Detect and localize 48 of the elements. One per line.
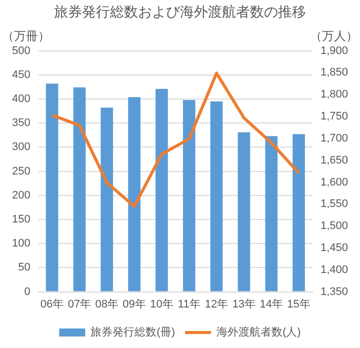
y2-tick-label: 1,450 — [320, 242, 348, 254]
x-tick-label: 11年 — [178, 298, 200, 310]
y2-tick-label: 1,500 — [320, 220, 348, 232]
x-tick-label: 07年 — [68, 298, 92, 310]
x-tick-label: 06年 — [40, 298, 64, 310]
y2-tick-label: 1,400 — [320, 264, 348, 276]
bar — [156, 88, 168, 292]
y2-tick-label: 1,550 — [320, 198, 348, 210]
y-tick-label: 50 — [18, 262, 30, 274]
y-tick-label: 350 — [12, 117, 30, 130]
chart-title: 旅券発行総数および海外渡航者数の推移 — [54, 3, 306, 20]
bar — [238, 132, 250, 292]
y-tick-label: 300 — [12, 141, 30, 154]
bar — [182, 100, 196, 292]
y-tick-label: 100 — [12, 238, 30, 250]
bar — [292, 134, 305, 292]
x-tick-label: 10年 — [150, 298, 174, 310]
legend-label: 旅券発行総数(冊) — [90, 326, 175, 339]
y2-axis-title: （万人） — [310, 29, 358, 44]
y-tick-label: 400 — [12, 93, 30, 106]
y2-tick-label: 1,750 — [320, 110, 348, 123]
x-tick-label: 15年 — [287, 298, 310, 310]
bar — [210, 101, 223, 292]
y2-tick-label: 1,850 — [320, 66, 348, 79]
y2-tick-label: 1,600 — [320, 176, 348, 188]
y-tick-label: 150 — [12, 214, 30, 226]
bar — [73, 87, 86, 292]
y2-tick-label: 1,700 — [320, 132, 348, 144]
x-tick-label: 08年 — [95, 298, 119, 310]
y2-tick-label: 1,650 — [320, 154, 348, 166]
y2-tick-label: 1,800 — [320, 88, 348, 101]
bar — [128, 97, 140, 292]
y-tick-label: 250 — [12, 165, 30, 178]
y-tick-label: 0 — [24, 286, 30, 298]
y2-tick-label: 1,350 — [320, 286, 348, 298]
x-tick-label: 09年 — [122, 298, 146, 310]
bar — [265, 136, 278, 292]
x-tick-label: 14年 — [260, 298, 283, 310]
y-tick-label: 500 — [12, 44, 30, 57]
y-tick-label: 450 — [12, 68, 30, 81]
y-axis-title: （万冊） — [2, 29, 50, 44]
x-tick-label: 13年 — [232, 298, 256, 310]
x-tick-label: 12年 — [204, 298, 228, 310]
y2-tick-label: 1,900 — [320, 44, 348, 57]
bar — [100, 108, 114, 292]
bar — [46, 84, 58, 292]
legend-label: 海外渡航者数(人) — [216, 326, 301, 339]
y-tick-label: 200 — [12, 189, 30, 202]
